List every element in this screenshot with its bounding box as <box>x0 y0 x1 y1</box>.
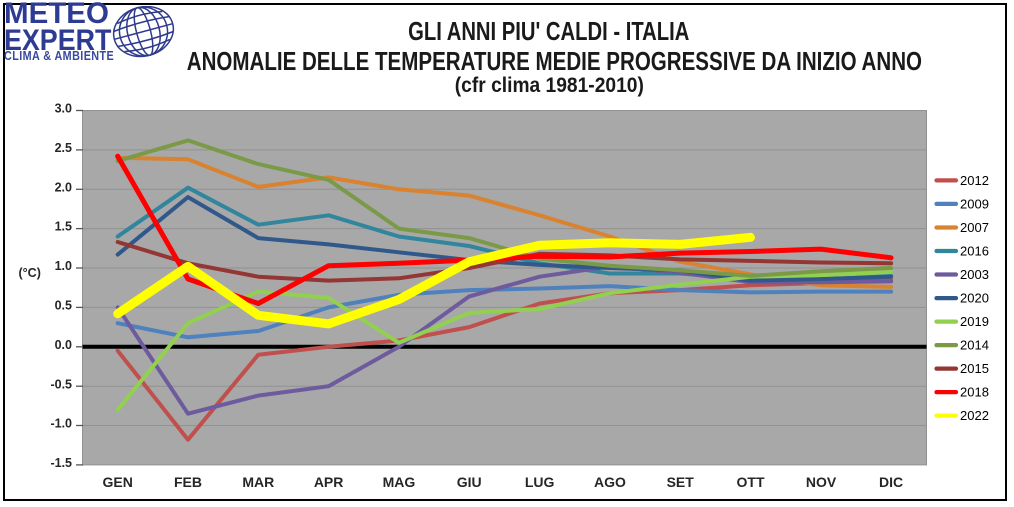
svg-text:2012: 2012 <box>960 173 989 188</box>
svg-text:2.0: 2.0 <box>55 180 72 194</box>
svg-text:2009: 2009 <box>960 197 989 212</box>
svg-text:2.5: 2.5 <box>55 141 72 155</box>
svg-text:2019: 2019 <box>960 314 989 329</box>
svg-text:2003: 2003 <box>960 267 989 282</box>
svg-text:LUG: LUG <box>525 474 555 490</box>
svg-text:2020: 2020 <box>960 291 989 306</box>
svg-text:APR: APR <box>314 474 344 490</box>
svg-text:GEN: GEN <box>103 474 133 490</box>
svg-text:1.0: 1.0 <box>55 259 72 273</box>
svg-text:DIC: DIC <box>879 474 903 490</box>
svg-text:2007: 2007 <box>960 220 989 235</box>
svg-text:MAR: MAR <box>242 474 274 490</box>
svg-text:FEB: FEB <box>174 474 202 490</box>
svg-text:-0.5: -0.5 <box>50 377 72 391</box>
svg-text:2022: 2022 <box>960 408 989 423</box>
svg-text:SET: SET <box>667 474 695 490</box>
svg-text:2016: 2016 <box>960 244 989 259</box>
svg-text:-1.5: -1.5 <box>50 456 72 470</box>
svg-text:-1.0: -1.0 <box>50 417 72 431</box>
svg-text:MAG: MAG <box>383 474 416 490</box>
svg-text:1.5: 1.5 <box>55 220 72 234</box>
svg-text:3.0: 3.0 <box>55 102 72 116</box>
svg-text:2015: 2015 <box>960 361 989 376</box>
svg-text:(°C): (°C) <box>19 266 41 280</box>
svg-text:0.0: 0.0 <box>55 338 72 352</box>
svg-text:OTT: OTT <box>737 474 765 490</box>
svg-text:NOV: NOV <box>806 474 837 490</box>
svg-text:2014: 2014 <box>960 338 989 353</box>
svg-text:GIU: GIU <box>457 474 482 490</box>
svg-text:0.5: 0.5 <box>55 299 72 313</box>
svg-text:2018: 2018 <box>960 385 989 400</box>
svg-text:AGO: AGO <box>594 474 626 490</box>
